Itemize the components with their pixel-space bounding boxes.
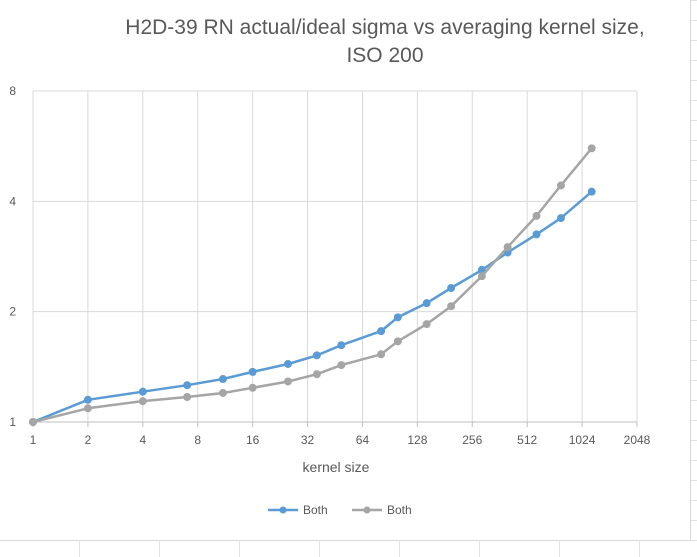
- data-point: [312, 370, 321, 379]
- y-tick-label: 2: [9, 305, 16, 319]
- legend-label: Both: [303, 503, 328, 517]
- axes: 1 2 4 8 16 32 64 128 256 512 1024 2048 1 2 4 8: [9, 84, 650, 447]
- data-point: [29, 418, 37, 426]
- x-tick-label: 4: [139, 433, 146, 447]
- data-point: [393, 313, 402, 322]
- x-tick-label: 512: [517, 433, 537, 447]
- series-line: [32, 147, 593, 424]
- series-2: [29, 144, 596, 426]
- data-point: [587, 187, 596, 196]
- data-point: [283, 377, 292, 386]
- x-tick-label: 256: [462, 433, 482, 447]
- series-line: [32, 190, 593, 424]
- x-tick-label: 8: [194, 433, 201, 447]
- x-tick-label: 128: [407, 433, 427, 447]
- data-point: [447, 302, 456, 311]
- y-tick-label: 1: [9, 415, 16, 429]
- x-tick-label: 1: [30, 433, 37, 447]
- data-point: [218, 388, 227, 397]
- x-tick-label: 32: [301, 433, 315, 447]
- data-point: [532, 230, 541, 239]
- data-point: [248, 383, 257, 392]
- data-point: [377, 327, 386, 336]
- data-point: [422, 299, 431, 308]
- chart-area[interactable]: H2D-39 RN actual/ideal sigma vs averagin…: [0, 0, 691, 541]
- data-point: [312, 351, 321, 360]
- data-point: [83, 404, 92, 413]
- data-point: [422, 320, 431, 329]
- x-tick-label: 2: [85, 433, 92, 447]
- x-tick-label: 64: [356, 433, 370, 447]
- data-point: [587, 144, 596, 153]
- data-point: [138, 387, 147, 396]
- data-point: [337, 361, 346, 370]
- x-tick-label: 1024: [569, 433, 596, 447]
- data-point: [477, 272, 486, 281]
- x-tick-label: 16: [246, 433, 260, 447]
- data-point: [83, 395, 92, 404]
- legend-marker: [363, 506, 371, 514]
- data-point: [337, 341, 346, 350]
- data-point: [503, 243, 512, 252]
- legend-item-1: Both: [268, 503, 328, 517]
- data-point: [283, 359, 292, 368]
- x-axis-title: kernel size: [303, 459, 370, 475]
- legend-item-2: Both: [352, 503, 412, 517]
- data-point: [393, 337, 402, 346]
- data-point: [138, 397, 147, 406]
- data-point: [248, 367, 257, 376]
- data-point: [183, 393, 192, 402]
- legend: Both Both: [268, 503, 412, 517]
- x-tick-label: 2048: [624, 433, 651, 447]
- series-1: [29, 187, 596, 426]
- data-point: [377, 350, 386, 359]
- y-tick-label: 8: [9, 84, 16, 98]
- data-point: [447, 284, 456, 293]
- data-point: [218, 375, 227, 384]
- data-point: [556, 214, 565, 223]
- legend-label: Both: [387, 503, 412, 517]
- y-tick-label: 4: [9, 194, 16, 208]
- data-point: [183, 381, 192, 390]
- chart-title-line-2: ISO 200: [346, 44, 424, 67]
- gridlines: [32, 90, 638, 423]
- chart-title-line-1: H2D-39 RN actual/ideal sigma vs averagin…: [125, 16, 645, 39]
- data-point: [556, 181, 565, 190]
- data-point: [532, 211, 541, 220]
- legend-marker: [279, 506, 287, 514]
- series-layer: [29, 144, 596, 426]
